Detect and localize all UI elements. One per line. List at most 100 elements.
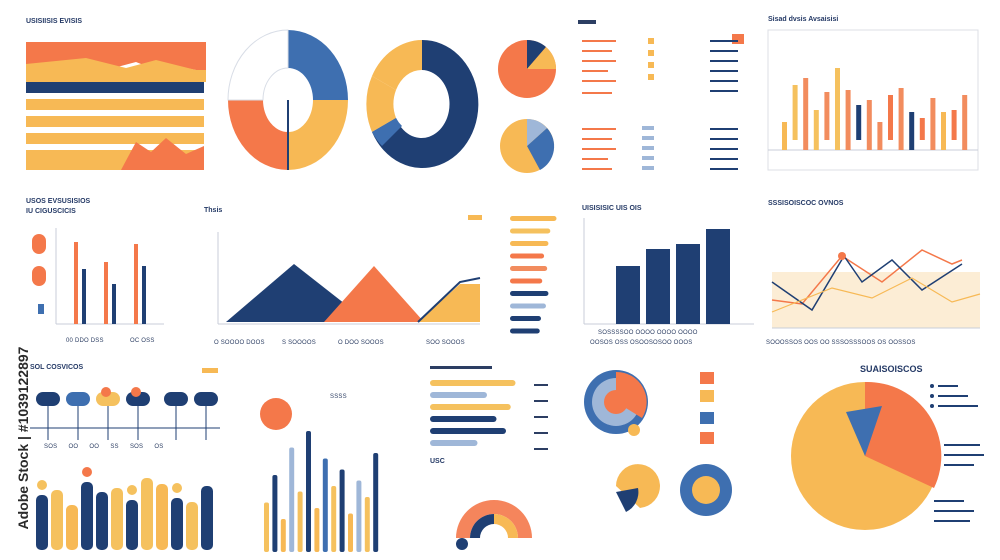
panel-11-title: SSSISOISCOC OVNOS [768,200,844,207]
panel-1-title: USISIISIS EVISIS [26,18,83,25]
hbar-4 [430,416,497,422]
pie-slice-orange [865,381,942,488]
panel-10-axis-labels-2: OOSOS OSS OSOOSOSOO OOOS [590,340,693,346]
thin-bar-12 [356,480,362,552]
bar-2 [792,85,798,140]
cyl-dot-4 [82,467,92,477]
bar-1 [74,242,78,324]
panel-12-chart [30,387,220,550]
bar-1 [616,266,640,324]
panel-5-accent-square [732,34,744,44]
cyl-dot-10 [172,483,182,493]
panel-4-pie-top [498,39,557,98]
hbar-3 [510,241,549,246]
pie-bottom-slice-light [527,119,547,146]
bar-4 [813,110,819,150]
cyl-bar-12 [201,486,213,550]
panel-14-title: USC [430,458,445,465]
hbar-4 [510,253,545,259]
cyl-bar-3 [66,505,78,550]
panel-8-axis-label-2: S SOOOOS [282,340,316,346]
lollipop-dot-2 [131,387,141,397]
cyl-bar-4 [81,482,93,550]
bar-13 [909,112,915,150]
watermark-box: Adobe Stock | #1039122897 [6,318,40,558]
hbar-5 [510,266,548,271]
lollipop-3 [96,392,120,406]
thin-bar-6 [306,431,311,552]
line-series-navy [771,254,963,312]
panel-3-donut-chart [366,39,479,168]
thin-bar-1 [264,502,269,552]
panel-8-axis-label-4: SOO SOOOS [426,340,465,346]
hbar-6 [430,440,478,446]
thin-bar-3 [280,519,286,552]
hbar-2 [430,392,487,398]
panel-8-area-chart [217,232,481,325]
panel-6-bar-chart [767,29,979,171]
lollipop-5 [164,392,188,406]
thin-bar-14 [373,453,379,552]
cyl-bar-8 [141,478,153,550]
bar-2 [646,249,670,324]
bar-2 [82,269,86,324]
hbar-3 [430,404,511,410]
bar-8 [856,105,862,140]
hbar-1 [430,380,516,386]
lollipop-2 [66,392,90,406]
panel-12-accent [202,368,218,373]
thin-bar-5 [297,491,303,552]
cyl-bar-2 [51,490,63,550]
hbar-9 [510,316,541,321]
panel-14-hbar-chart [430,366,548,450]
lollipop-dot-1 [101,387,111,397]
panel-1-stripe-chart [26,42,206,170]
donut-segment-3 [228,100,288,170]
hbar-7 [510,291,549,296]
thin-bar-10 [339,469,345,552]
bar-11 [888,95,893,140]
panel-8-title: Thsis [204,207,223,214]
cyl-dot-1 [37,480,47,490]
stripe-bar-1 [26,82,204,93]
cyl-bar-11 [186,502,198,550]
ring-segment-navy [372,39,479,168]
panel-8-axis-label-1: O SOOOO DOOS [214,340,265,346]
donut-segment-2 [288,100,348,170]
panel-6-title: Sisad dvsis Avsaisisi [768,16,839,23]
panel-5-header-bar [578,20,596,24]
cyl-bar-7 [126,500,138,550]
cyl-bar-6 [111,488,123,550]
stripe-shape-2 [26,58,206,82]
hbar-2 [510,228,551,234]
bar-5 [134,244,138,324]
pie-slice-navy [846,406,882,456]
bar-4 [706,229,730,324]
thin-bar-13 [364,497,370,552]
donut-segment-1 [288,30,348,100]
panel-13-bar-chart [260,398,379,552]
panel-16-title: SUAISOISCOS [860,364,923,374]
panel-10-bar-chart [583,218,754,325]
pie-top-slice-navy [527,39,546,69]
cyl-bar-5 [96,492,108,550]
panel-16-legend [930,384,984,522]
cyl-bar-10 [171,498,183,550]
bar-9 [866,100,872,150]
line-series-orange [771,249,963,305]
panel-14-arc-chart [456,500,532,550]
panel-7-axis-label-2: OC OSS [130,338,155,344]
line-series-gold [771,277,981,313]
hbar-8 [510,303,546,309]
donut-segment-4 [227,29,289,101]
cyl-bar-1 [36,495,48,550]
thin-bar-2 [272,475,278,552]
panel-15-donut-chart [584,370,732,516]
bar-6 [835,68,840,150]
bar-12 [898,88,904,150]
bar-15 [930,98,936,150]
thin-bar-4 [289,447,295,552]
hbar-6 [510,278,543,284]
panel-7-title-1: USOS EVSUSISIOS [26,198,91,205]
thin-bar-9 [331,486,337,552]
